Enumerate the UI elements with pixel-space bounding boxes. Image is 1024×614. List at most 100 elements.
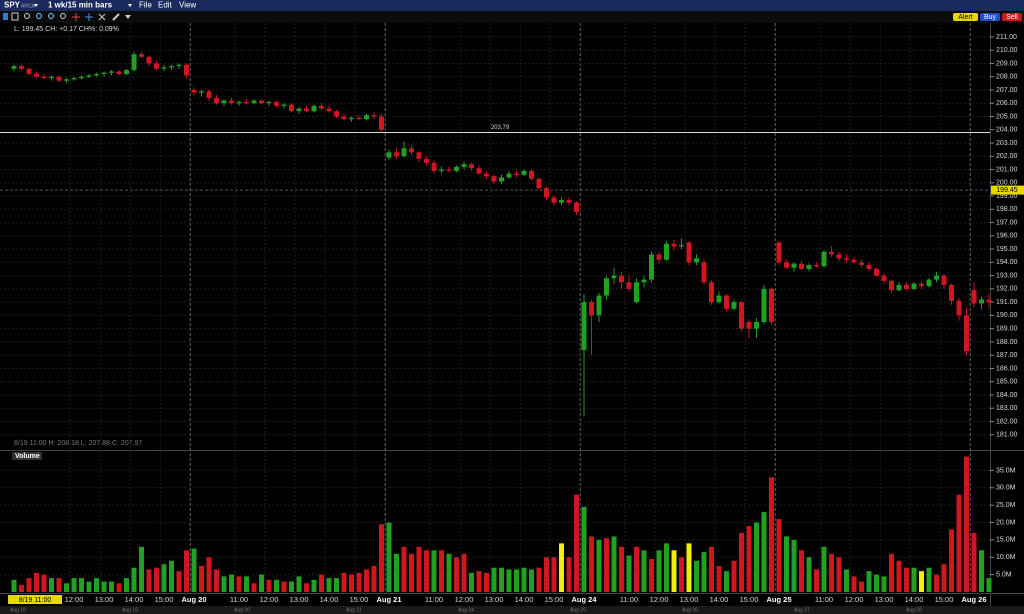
overview-label: Aug 21 bbox=[346, 607, 362, 613]
overview-label: Aug 25 bbox=[570, 607, 586, 613]
volume-bar bbox=[626, 555, 632, 592]
volume-bar bbox=[184, 550, 189, 592]
candle-body bbox=[349, 117, 354, 120]
x-tick-label: 14:00 bbox=[125, 595, 144, 604]
candle-body bbox=[769, 288, 774, 323]
y-tick-label: 200.00 bbox=[996, 180, 1018, 187]
volume-bar bbox=[799, 550, 804, 592]
icon[interactable] bbox=[112, 13, 120, 21]
menu-view[interactable]: View bbox=[179, 1, 196, 10]
candle-body bbox=[814, 265, 819, 267]
candle-body bbox=[454, 166, 459, 171]
volume-bar bbox=[521, 567, 527, 592]
tool-bar bbox=[0, 11, 1024, 23]
candle-body bbox=[56, 76, 62, 81]
candle-body bbox=[881, 275, 887, 281]
sell-button[interactable] bbox=[1002, 13, 1022, 21]
last-price-label: 199.45 bbox=[996, 187, 1018, 194]
icon[interactable] bbox=[60, 13, 66, 19]
icon[interactable] bbox=[3, 13, 8, 20]
candle-body bbox=[986, 299, 992, 303]
candle-body bbox=[64, 79, 69, 81]
candle-body bbox=[859, 262, 864, 266]
icon[interactable] bbox=[24, 13, 30, 19]
icon[interactable] bbox=[36, 13, 42, 19]
icon[interactable] bbox=[125, 15, 131, 19]
candle-body bbox=[476, 168, 482, 174]
overview-label: Aug 28 bbox=[906, 607, 922, 613]
icon[interactable] bbox=[72, 13, 80, 21]
volume-bar bbox=[694, 560, 699, 592]
volume-bar bbox=[506, 569, 512, 592]
y-tick-label: 35.0M bbox=[996, 467, 1016, 474]
y-tick-label: 186.00 bbox=[996, 365, 1018, 372]
candle-body bbox=[184, 64, 189, 76]
overview-label: Aug 18 bbox=[10, 607, 26, 613]
hover-info: 8/19 11:00 H: 208.18 L: 207.88 C: 207.97 bbox=[14, 440, 142, 447]
candle-body bbox=[806, 265, 812, 269]
overview-label: Aug 20 bbox=[234, 607, 250, 613]
candle-body bbox=[251, 100, 257, 104]
buy-button[interactable] bbox=[980, 13, 1000, 21]
menu-file[interactable]: File bbox=[139, 1, 152, 10]
y-tick-label: 202.00 bbox=[996, 153, 1018, 160]
candle-body bbox=[49, 76, 54, 79]
menu-edit[interactable]: Edit bbox=[158, 1, 173, 10]
candle-body bbox=[319, 105, 324, 109]
y-tick-label: 185.00 bbox=[996, 379, 1018, 386]
volume-bar bbox=[559, 543, 564, 592]
crosshair-label: 8/19 11:00 bbox=[19, 597, 52, 604]
candle-body bbox=[424, 158, 429, 163]
candle-body bbox=[971, 290, 977, 304]
dropdown-arrow[interactable] bbox=[128, 4, 132, 7]
candle-body bbox=[941, 275, 947, 285]
x-tick-label: 11:00 bbox=[230, 595, 248, 604]
candle-body bbox=[514, 173, 519, 175]
symbol[interactable]: SPY bbox=[4, 1, 21, 10]
y-tick-label: 206.00 bbox=[996, 100, 1018, 107]
volume-bar bbox=[806, 557, 812, 592]
reference-label: 203.79 bbox=[491, 125, 510, 131]
buy-label[interactable]: Buy bbox=[984, 14, 997, 21]
icon[interactable] bbox=[48, 13, 54, 19]
volume-bar bbox=[176, 571, 182, 592]
alert-label[interactable]: Alert bbox=[958, 14, 972, 21]
candle-body bbox=[244, 101, 249, 104]
y-tick-label: 188.00 bbox=[996, 339, 1018, 346]
volume-bar bbox=[326, 578, 332, 592]
alert-button[interactable] bbox=[953, 13, 978, 21]
candle-body bbox=[671, 243, 677, 247]
volume-bar bbox=[664, 543, 669, 592]
sell-label[interactable]: Sell bbox=[1006, 14, 1018, 21]
volume-bar bbox=[604, 538, 609, 592]
x-tick-label: 15:00 bbox=[155, 595, 174, 604]
volume-bar bbox=[784, 536, 789, 592]
candle-body bbox=[124, 70, 129, 75]
dropdown-arrow[interactable] bbox=[34, 4, 38, 7]
candle-body bbox=[296, 108, 302, 112]
volume-bar bbox=[971, 532, 977, 592]
volume-bar bbox=[11, 579, 17, 592]
volume-bar bbox=[116, 583, 122, 592]
candle-body bbox=[866, 265, 872, 269]
volume-bar bbox=[844, 569, 849, 592]
volume-bar bbox=[236, 576, 242, 592]
volume-bar bbox=[124, 578, 129, 592]
volume-bar bbox=[724, 571, 729, 592]
candle-body bbox=[544, 188, 549, 198]
icon[interactable] bbox=[98, 13, 106, 21]
candle-body bbox=[641, 279, 647, 283]
volume-bar bbox=[986, 578, 992, 592]
icon[interactable] bbox=[11, 12, 19, 21]
volume-bar bbox=[829, 553, 834, 592]
candle-body bbox=[379, 116, 384, 130]
candle-body bbox=[611, 275, 617, 279]
volume-bar bbox=[86, 581, 92, 592]
candle-body bbox=[34, 74, 39, 77]
icon[interactable] bbox=[85, 13, 93, 21]
period[interactable]: 1 wk/15 min bars bbox=[48, 1, 113, 10]
volume-bar bbox=[979, 550, 984, 592]
candle-body bbox=[326, 108, 332, 112]
volume-bar bbox=[79, 578, 84, 592]
y-tick-label: 193.00 bbox=[996, 272, 1018, 279]
